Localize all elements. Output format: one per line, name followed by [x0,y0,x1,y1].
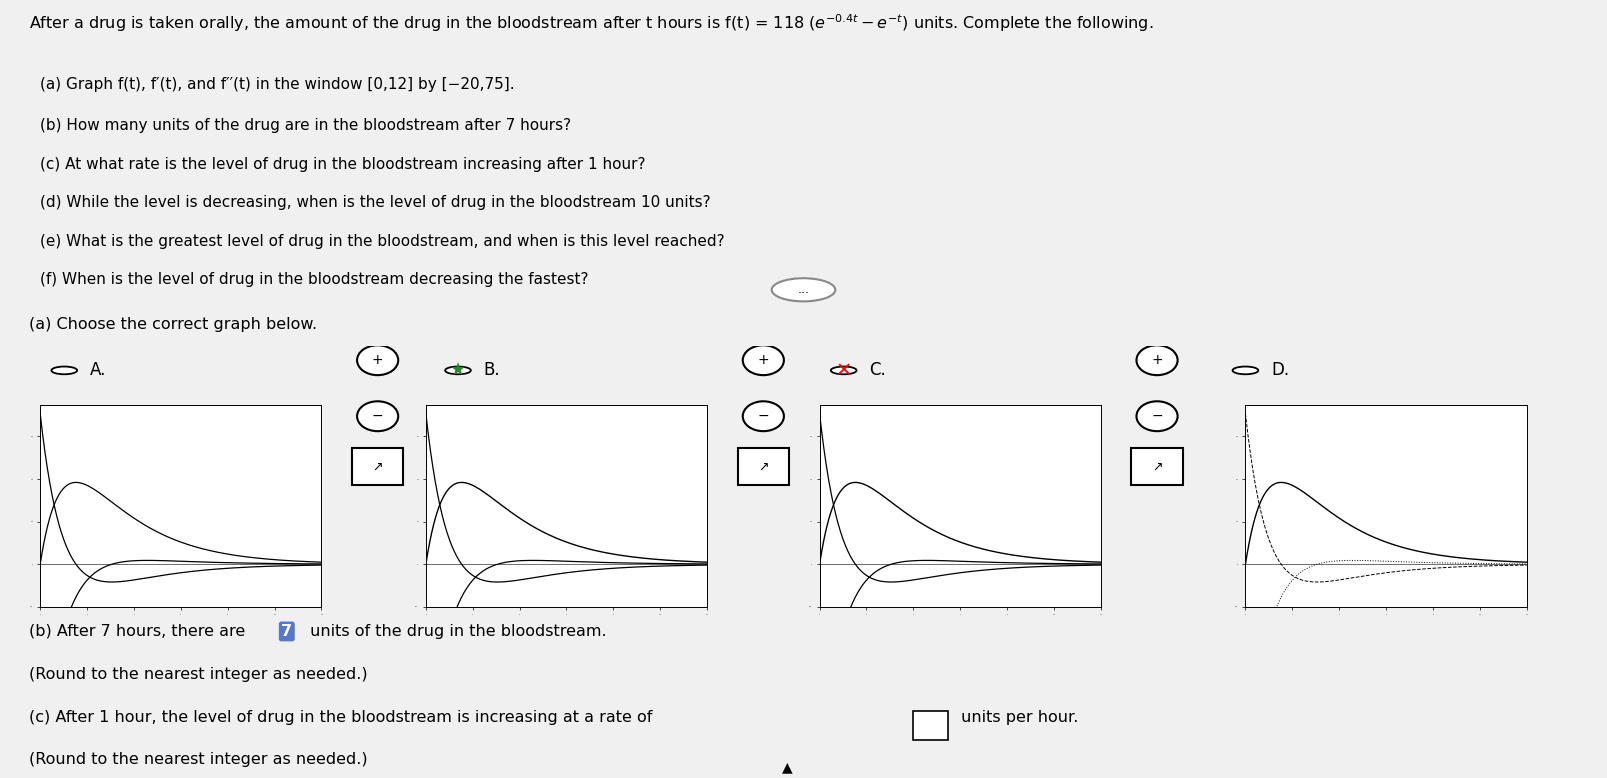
Text: (c) After 1 hour, the level of drug in the bloodstream is increasing at a rate o: (c) After 1 hour, the level of drug in t… [29,710,652,724]
Circle shape [1136,401,1178,431]
Text: ↗: ↗ [1152,461,1162,473]
Circle shape [1233,366,1258,374]
Text: ↗: ↗ [759,461,768,473]
Text: +: + [757,353,770,367]
Text: After a drug is taken orally, the amount of the drug in the bloodstream after t : After a drug is taken orally, the amount… [29,12,1154,33]
Text: C.: C. [869,362,885,380]
Circle shape [357,401,399,431]
Text: units of the drug in the bloodstream.: units of the drug in the bloodstream. [305,624,607,639]
FancyBboxPatch shape [738,448,789,485]
Text: (a) Choose the correct graph below.: (a) Choose the correct graph below. [29,317,317,332]
Circle shape [1136,345,1178,375]
Text: ▲: ▲ [783,761,792,775]
Text: (f) When is the level of drug in the bloodstream decreasing the fastest?: (f) When is the level of drug in the blo… [40,272,588,287]
Circle shape [445,366,471,374]
FancyBboxPatch shape [1131,448,1183,485]
Text: ✕: ✕ [836,361,852,380]
Text: (c) At what rate is the level of drug in the bloodstream increasing after 1 hour: (c) At what rate is the level of drug in… [40,156,646,172]
Text: (Round to the nearest integer as needed.): (Round to the nearest integer as needed.… [29,752,368,767]
Text: ★: ★ [450,362,466,380]
Text: (d) While the level is decreasing, when is the level of drug in the bloodstream : (d) While the level is decreasing, when … [40,195,710,210]
FancyBboxPatch shape [913,711,948,741]
Text: +: + [371,353,384,367]
Circle shape [742,401,784,431]
Text: ↗: ↗ [373,461,382,473]
Circle shape [51,366,77,374]
Text: units per hour.: units per hour. [956,710,1078,724]
Text: (e) What is the greatest level of drug in the bloodstream, and when is this leve: (e) What is the greatest level of drug i… [40,233,725,248]
Circle shape [831,366,857,374]
Text: −: − [757,409,770,423]
Text: ...: ... [797,283,810,296]
Text: −: − [371,409,384,423]
Text: 7: 7 [281,624,292,639]
Ellipse shape [771,279,836,301]
Text: (b) How many units of the drug are in the bloodstream after 7 hours?: (b) How many units of the drug are in th… [40,118,572,133]
Circle shape [742,345,784,375]
Text: B.: B. [484,362,500,380]
Text: D.: D. [1271,362,1289,380]
Text: +: + [1151,353,1163,367]
Text: −: − [1151,409,1163,423]
Text: (Round to the nearest integer as needed.): (Round to the nearest integer as needed.… [29,667,368,682]
Text: (b) After 7 hours, there are: (b) After 7 hours, there are [29,624,251,639]
Text: (a) Graph f(t), f′(t), and f′′(t) in the window [0,12] by [−20,75].: (a) Graph f(t), f′(t), and f′′(t) in the… [40,77,514,92]
FancyBboxPatch shape [352,448,403,485]
Circle shape [357,345,399,375]
Text: A.: A. [90,362,106,380]
